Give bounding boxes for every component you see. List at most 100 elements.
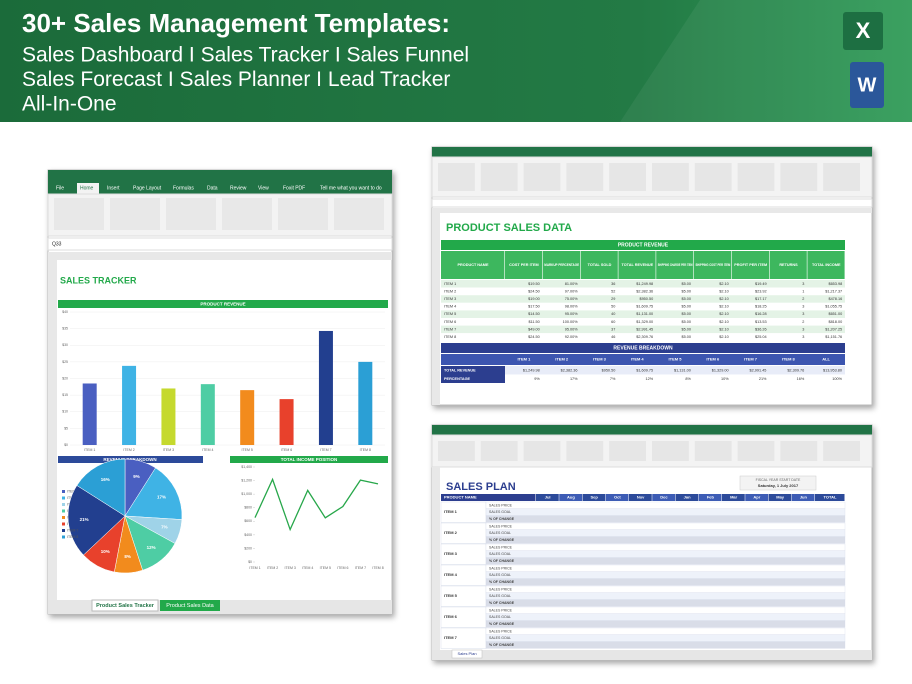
x-tick-label: ITEM 1 bbox=[249, 566, 260, 570]
table-cell: 3 bbox=[802, 305, 804, 309]
y-tick-label: $30 bbox=[62, 343, 68, 347]
x-tick-label: ITEM 3 bbox=[163, 448, 174, 452]
table-cell: 100% bbox=[832, 377, 842, 381]
column-header: SHIPPING CHARGE PER ITEM bbox=[658, 263, 693, 267]
item-label: ITEM 2 bbox=[444, 530, 458, 535]
column-header: Jan bbox=[684, 495, 691, 500]
data-label: 9% bbox=[133, 474, 140, 479]
subrow-label: % OF CHANGE bbox=[489, 559, 515, 563]
ribbon-group bbox=[166, 198, 216, 230]
ribbon-group bbox=[566, 163, 604, 191]
table-row bbox=[485, 585, 846, 593]
x-tick-label: ITEM 2 bbox=[267, 566, 278, 570]
column-header: TOTAL INCOME bbox=[812, 263, 841, 267]
table-row bbox=[441, 310, 845, 318]
table-cell: $49.00 bbox=[528, 327, 540, 331]
bar bbox=[318, 330, 333, 445]
column-headers bbox=[48, 252, 392, 260]
table-cell: $5.00 bbox=[681, 297, 691, 301]
ribbon-tab: Data bbox=[207, 185, 218, 191]
column-header-cell bbox=[731, 251, 769, 279]
header-accent bbox=[620, 0, 912, 122]
sheet-tab bbox=[160, 600, 220, 611]
active-tab bbox=[77, 183, 99, 194]
ribbon-group bbox=[480, 163, 518, 191]
formula-bar bbox=[47, 237, 393, 251]
sheet-tab-bar bbox=[432, 650, 872, 660]
y-tick-label: $1,000 bbox=[241, 492, 252, 496]
table-cell: ITEM 4 bbox=[444, 305, 456, 309]
column-header: ITEM 1 bbox=[517, 357, 531, 362]
column-header: ITEM 5 bbox=[669, 357, 683, 362]
subrow-label: % OF CHANGE bbox=[489, 517, 515, 521]
bar bbox=[279, 399, 294, 445]
column-header: RETURNS bbox=[779, 263, 798, 267]
bar bbox=[200, 384, 215, 445]
table-row bbox=[485, 641, 846, 649]
column-header-cell bbox=[542, 251, 580, 279]
table-row bbox=[441, 333, 845, 341]
ribbon-group bbox=[737, 441, 775, 461]
title-bar bbox=[48, 170, 392, 194]
table-cell: 75.00% bbox=[565, 297, 579, 301]
sheet-tab bbox=[91, 599, 159, 612]
data-label: 8% bbox=[124, 554, 131, 559]
x-tick-label: ITEM 8 bbox=[360, 448, 371, 452]
column-header: PRODUCT NAME bbox=[457, 263, 488, 267]
table-row bbox=[485, 515, 846, 523]
column-header-cell bbox=[675, 494, 699, 501]
column-header-cell bbox=[807, 251, 845, 279]
ribbon-group bbox=[110, 198, 160, 230]
legend-label: ITEM 1 bbox=[67, 489, 78, 493]
table-cell: $2,991.45 bbox=[750, 368, 767, 372]
table-row bbox=[485, 634, 846, 642]
column-header-cell bbox=[441, 251, 505, 279]
x-tick-label: ITEM 4 bbox=[302, 566, 313, 570]
x-tick-label: ITEM 6 bbox=[281, 448, 292, 452]
sheet-tab-label: Product Sales Data bbox=[166, 603, 214, 609]
sheet-tab bbox=[451, 649, 483, 659]
fiscal-date: Saturday, 1 July 2017 bbox=[758, 483, 799, 488]
word-icon bbox=[850, 62, 884, 108]
subrow-label: SALES PRICE bbox=[489, 566, 513, 570]
table-cell: 2 bbox=[802, 320, 804, 324]
column-header: ALL bbox=[822, 357, 830, 362]
row-headers bbox=[432, 467, 440, 650]
table-cell: $1,249.98 bbox=[636, 282, 653, 286]
table-row bbox=[441, 318, 845, 326]
data-label: 21% bbox=[80, 517, 89, 522]
table-cell: $13,953.80 bbox=[823, 368, 842, 372]
chart-title: PRODUCT REVENUE bbox=[200, 302, 245, 307]
formula-bar bbox=[431, 198, 873, 208]
table-cell: ITEM 2 bbox=[444, 289, 456, 293]
table-row bbox=[485, 522, 846, 530]
table-cell: 100.00% bbox=[563, 320, 579, 324]
ribbon-tab: Formulas bbox=[173, 185, 194, 191]
column-headers bbox=[432, 208, 872, 213]
column-header-cell bbox=[698, 494, 722, 501]
legend-label: ITEM 8 bbox=[67, 535, 78, 539]
ribbon-group bbox=[823, 163, 860, 191]
subrow-label: SALES PRICE bbox=[489, 524, 513, 528]
column-header-cell bbox=[791, 494, 815, 501]
subtitle-line: All-In-One bbox=[22, 93, 117, 116]
bar bbox=[240, 390, 255, 445]
y-tick-label: $5 bbox=[64, 426, 68, 430]
table-cell: 12% bbox=[646, 377, 654, 381]
table-cell: $5.00 bbox=[681, 335, 691, 339]
subrow-label: SALES PRICE bbox=[489, 608, 513, 612]
data-label: 16% bbox=[101, 477, 110, 482]
column-header: TOTAL SOLD bbox=[588, 263, 612, 267]
column-header-cell bbox=[745, 494, 768, 501]
pie-slice bbox=[76, 458, 126, 517]
y-tick-label: $20 bbox=[62, 376, 68, 380]
table-cell: 21% bbox=[759, 377, 767, 381]
table-cell: PERCENTAGE bbox=[444, 377, 471, 381]
subrow-label: SALES GOAL bbox=[489, 531, 511, 535]
column-header: MARKUP PERCENTAGE bbox=[544, 263, 579, 267]
x-tick-label: ITEM 2 bbox=[123, 448, 134, 452]
column-header-cell bbox=[652, 494, 675, 501]
column-header: ITEM 4 bbox=[631, 357, 645, 362]
table-cell: $478.16 bbox=[828, 297, 842, 301]
ribbon-group bbox=[609, 163, 646, 191]
